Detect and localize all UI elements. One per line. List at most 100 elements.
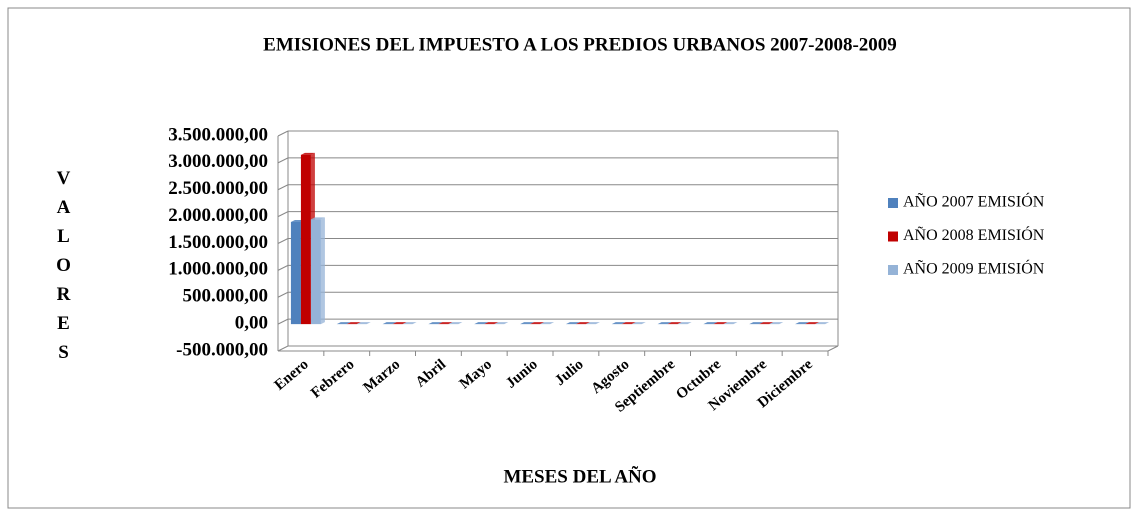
bar: [448, 322, 463, 325]
grid-side: [277, 211, 289, 218]
bar-top: [300, 152, 315, 155]
bar: [310, 217, 325, 325]
bar: [382, 322, 397, 325]
legend-label: AÑO 2008 EMISIÓN: [903, 225, 1045, 244]
bar-top: [484, 322, 499, 325]
bar: [484, 322, 499, 325]
grid-side: [277, 130, 289, 137]
x-tick-label: Abril: [413, 356, 449, 390]
grid-side: [277, 238, 289, 244]
y-tick-label: 500.000,00: [183, 286, 269, 307]
legend-swatch: [888, 198, 898, 208]
grid-side: [277, 345, 289, 352]
grid-side: [277, 291, 289, 298]
bar-top: [723, 322, 738, 325]
bar-face: [310, 219, 321, 325]
bar-face: [290, 222, 301, 325]
x-tick-label: Mayo: [457, 356, 495, 392]
bar: [805, 322, 820, 325]
bar-top: [575, 322, 590, 325]
bar: [749, 322, 764, 325]
bar: [575, 322, 590, 325]
bar-top: [336, 322, 351, 325]
y-tick-label: 1.500.000,00: [168, 232, 268, 253]
legend-swatch: [888, 265, 898, 275]
bar: [520, 322, 535, 325]
bar: [428, 322, 443, 325]
y-tick-label: 2.500.000,00: [168, 178, 268, 199]
chart-frame: [7, 7, 1131, 509]
y-tick-label: -500.000,00: [176, 339, 268, 360]
x-tick-label: Julio: [552, 356, 587, 389]
bar-top: [667, 322, 682, 325]
bar: [356, 322, 371, 325]
y-tick-label: 3.500.000,00: [168, 124, 268, 145]
bar: [713, 322, 728, 325]
bar-top: [749, 322, 764, 325]
bar: [657, 322, 672, 325]
y-axis-title: VALORES: [53, 168, 74, 371]
bar: [759, 322, 774, 325]
y-tick-label: 3.000.000,00: [168, 151, 268, 172]
bar: [611, 322, 626, 325]
bar-top: [657, 322, 672, 325]
legend-label: AÑO 2009 EMISIÓN: [903, 259, 1045, 278]
bar-top: [494, 322, 509, 325]
bar-top: [540, 322, 555, 325]
bar-top: [759, 322, 774, 325]
bar: [540, 322, 555, 325]
bar: [402, 322, 417, 325]
bar-top: [530, 322, 545, 325]
x-tick-label: Febrero: [308, 356, 357, 401]
bar: [703, 322, 718, 325]
grid-side: [277, 318, 289, 325]
bar: [677, 322, 692, 325]
bar-top: [815, 322, 830, 325]
legend-swatch: [888, 231, 898, 242]
bar-top: [448, 322, 463, 325]
bar: [565, 322, 580, 325]
grid-side: [277, 264, 289, 271]
bar-top: [621, 322, 636, 325]
bar-face: [300, 154, 311, 325]
grid-side: [277, 184, 289, 191]
bar: [336, 322, 351, 325]
bar-top: [356, 322, 371, 325]
bar: [474, 322, 489, 325]
bar-top: [631, 322, 646, 325]
y-tick-label: 0,00: [235, 312, 268, 333]
bar: [631, 322, 646, 325]
bar: [530, 322, 545, 325]
bar: [815, 322, 830, 325]
bar-top: [392, 322, 407, 325]
bar-top: [346, 322, 361, 325]
x-tick-label: Junio: [503, 356, 541, 391]
bar-top: [438, 322, 453, 325]
bar-top: [428, 322, 443, 325]
bar: [769, 322, 784, 325]
floor-right: [827, 345, 839, 352]
bar-top: [310, 217, 325, 220]
bar-top: [382, 322, 397, 325]
y-tick-label: 2.000.000,00: [168, 205, 268, 226]
bar-top: [474, 322, 489, 325]
bar: [392, 322, 407, 325]
bar: [667, 322, 682, 325]
bar-top: [520, 322, 535, 325]
bar-top: [402, 322, 417, 325]
x-tick-label: Marzo: [361, 356, 404, 396]
bar-top: [795, 322, 810, 325]
bar-top: [703, 322, 718, 325]
y-tick-label: 1.000.000,00: [168, 259, 268, 280]
bar-side: [320, 217, 325, 325]
bar-top: [585, 322, 600, 325]
bar-top: [677, 322, 692, 325]
legend-label: AÑO 2007 EMISIÓN: [903, 192, 1045, 211]
bar: [621, 322, 636, 325]
x-axis-title: MESES DEL AÑO: [503, 465, 656, 487]
bar-top: [713, 322, 728, 325]
grid-side: [277, 157, 289, 164]
bar: [346, 322, 361, 325]
x-tick-label: Enero: [272, 356, 312, 393]
